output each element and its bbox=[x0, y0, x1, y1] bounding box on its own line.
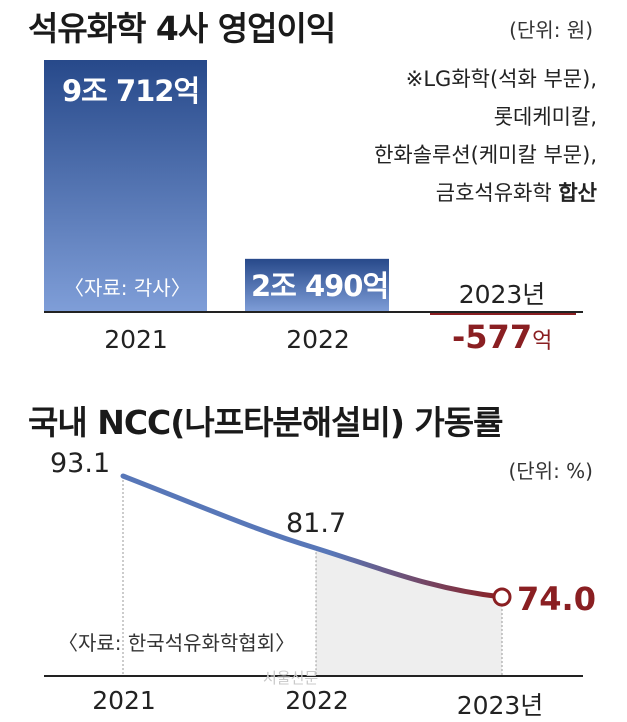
chart1-note: ※LG화학(석화 부문), 롯데케미칼, 한화솔루션(케미칼 부문), 금호석유… bbox=[374, 60, 597, 212]
value-label-2022: 81.7 bbox=[286, 508, 347, 539]
chart1-unit: (단위: 원) bbox=[509, 18, 593, 42]
note-line-3: 한화솔루션(케미칼 부문), bbox=[374, 143, 597, 167]
note-line-4: 금호석유화학 합산 bbox=[374, 174, 597, 212]
bar-2022 bbox=[245, 258, 389, 312]
shaded-area bbox=[316, 548, 502, 676]
note-line-1: ※LG화학(석화 부문), bbox=[405, 67, 597, 91]
x-label-2022: 2022 bbox=[286, 325, 350, 354]
x2-label-2022: 2022 bbox=[285, 686, 349, 715]
bar-label-2021: 9조 712억 bbox=[62, 74, 200, 108]
bar-2023-negative bbox=[430, 312, 576, 315]
value-label-2023: 74.0 bbox=[517, 580, 596, 618]
x-label-2021: 2021 bbox=[104, 325, 168, 354]
chart1-source: 〈자료: 각사〉 bbox=[64, 276, 191, 300]
negative-unit: 억 bbox=[532, 329, 553, 354]
negative-value-label: -577억 bbox=[452, 318, 552, 356]
note-bold-sum: 합산 bbox=[558, 181, 597, 205]
negative-value: -577 bbox=[452, 318, 533, 356]
note-line-4-text: 금호석유화학 bbox=[435, 181, 552, 205]
bar-label-2022: 2조 490억 bbox=[251, 269, 389, 303]
bar-2021 bbox=[44, 60, 207, 312]
chart2-unit: (단위: %) bbox=[508, 459, 593, 483]
value-label-2021: 93.1 bbox=[50, 448, 111, 479]
x-label-2023: 2023년 bbox=[458, 280, 546, 309]
chart1-title: 석유화학 4사 영업이익 bbox=[28, 9, 336, 48]
x2-label-2021: 2021 bbox=[92, 686, 156, 715]
rate-line bbox=[120, 473, 505, 600]
x2-label-2023: 2023년 bbox=[456, 691, 544, 720]
note-line-2: 롯데케미칼, bbox=[493, 105, 597, 129]
chart2-title: 국내 NCC(나프타분해설비) 가동률 bbox=[28, 403, 504, 442]
watermark: 서울신문 bbox=[263, 669, 319, 687]
chart2-source: 〈자료: 한국석유화학협회〉 bbox=[58, 631, 296, 655]
point-2023 bbox=[492, 587, 512, 607]
